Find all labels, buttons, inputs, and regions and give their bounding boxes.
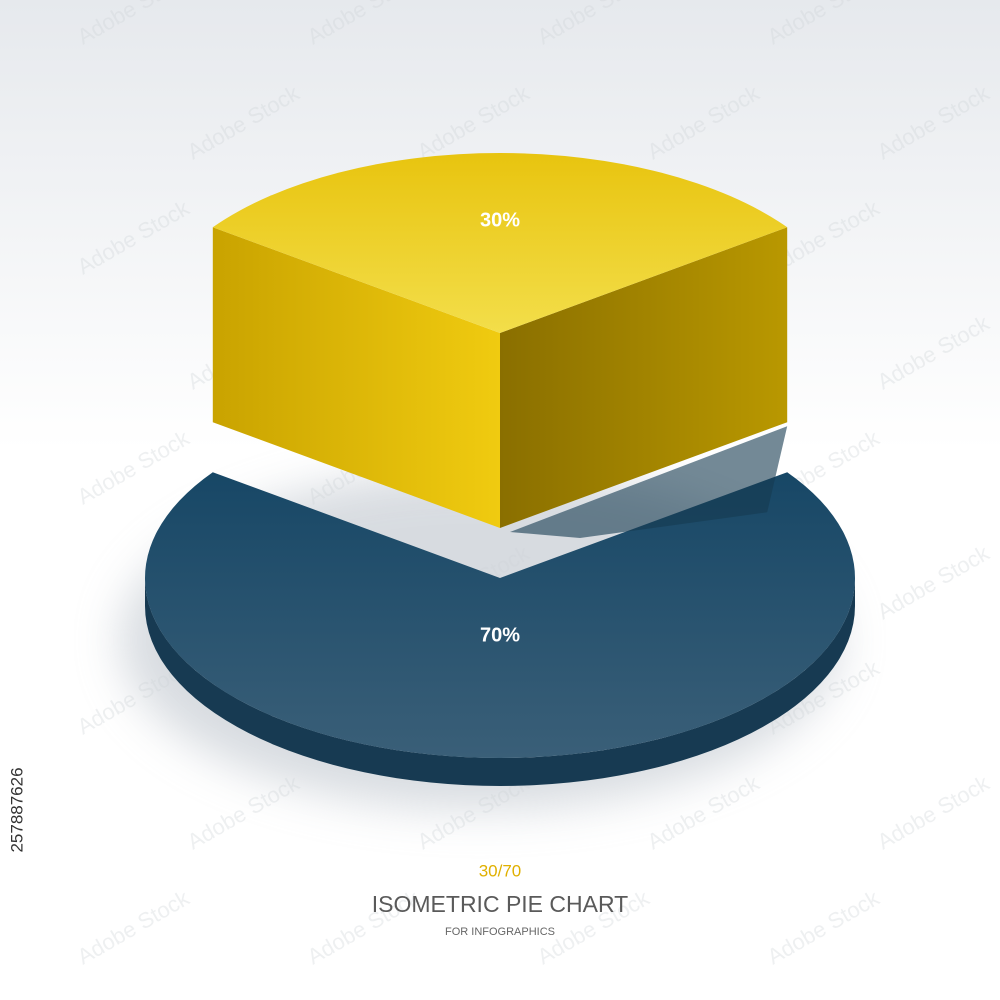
slice-face-right: [500, 227, 788, 528]
slice: [212, 153, 788, 333]
caption: 30/70: [479, 861, 522, 880]
pie: 70% 30%: [144, 153, 856, 786]
stock-id: 257887626: [7, 767, 26, 852]
slice: [144, 472, 856, 759]
chart-title: ISOMETRIC PIE CHART: [372, 891, 628, 917]
slice-face-left: [212, 227, 501, 528]
slice-label: 70%: [480, 624, 520, 646]
slice-label: 30%: [480, 209, 520, 231]
slice-side: [145, 578, 855, 786]
chart-subtitle: FOR INFOGRAPHICS: [445, 926, 555, 938]
watermark: Adobe Stock: [993, 0, 1000, 49]
slice-shadow: [510, 426, 788, 538]
